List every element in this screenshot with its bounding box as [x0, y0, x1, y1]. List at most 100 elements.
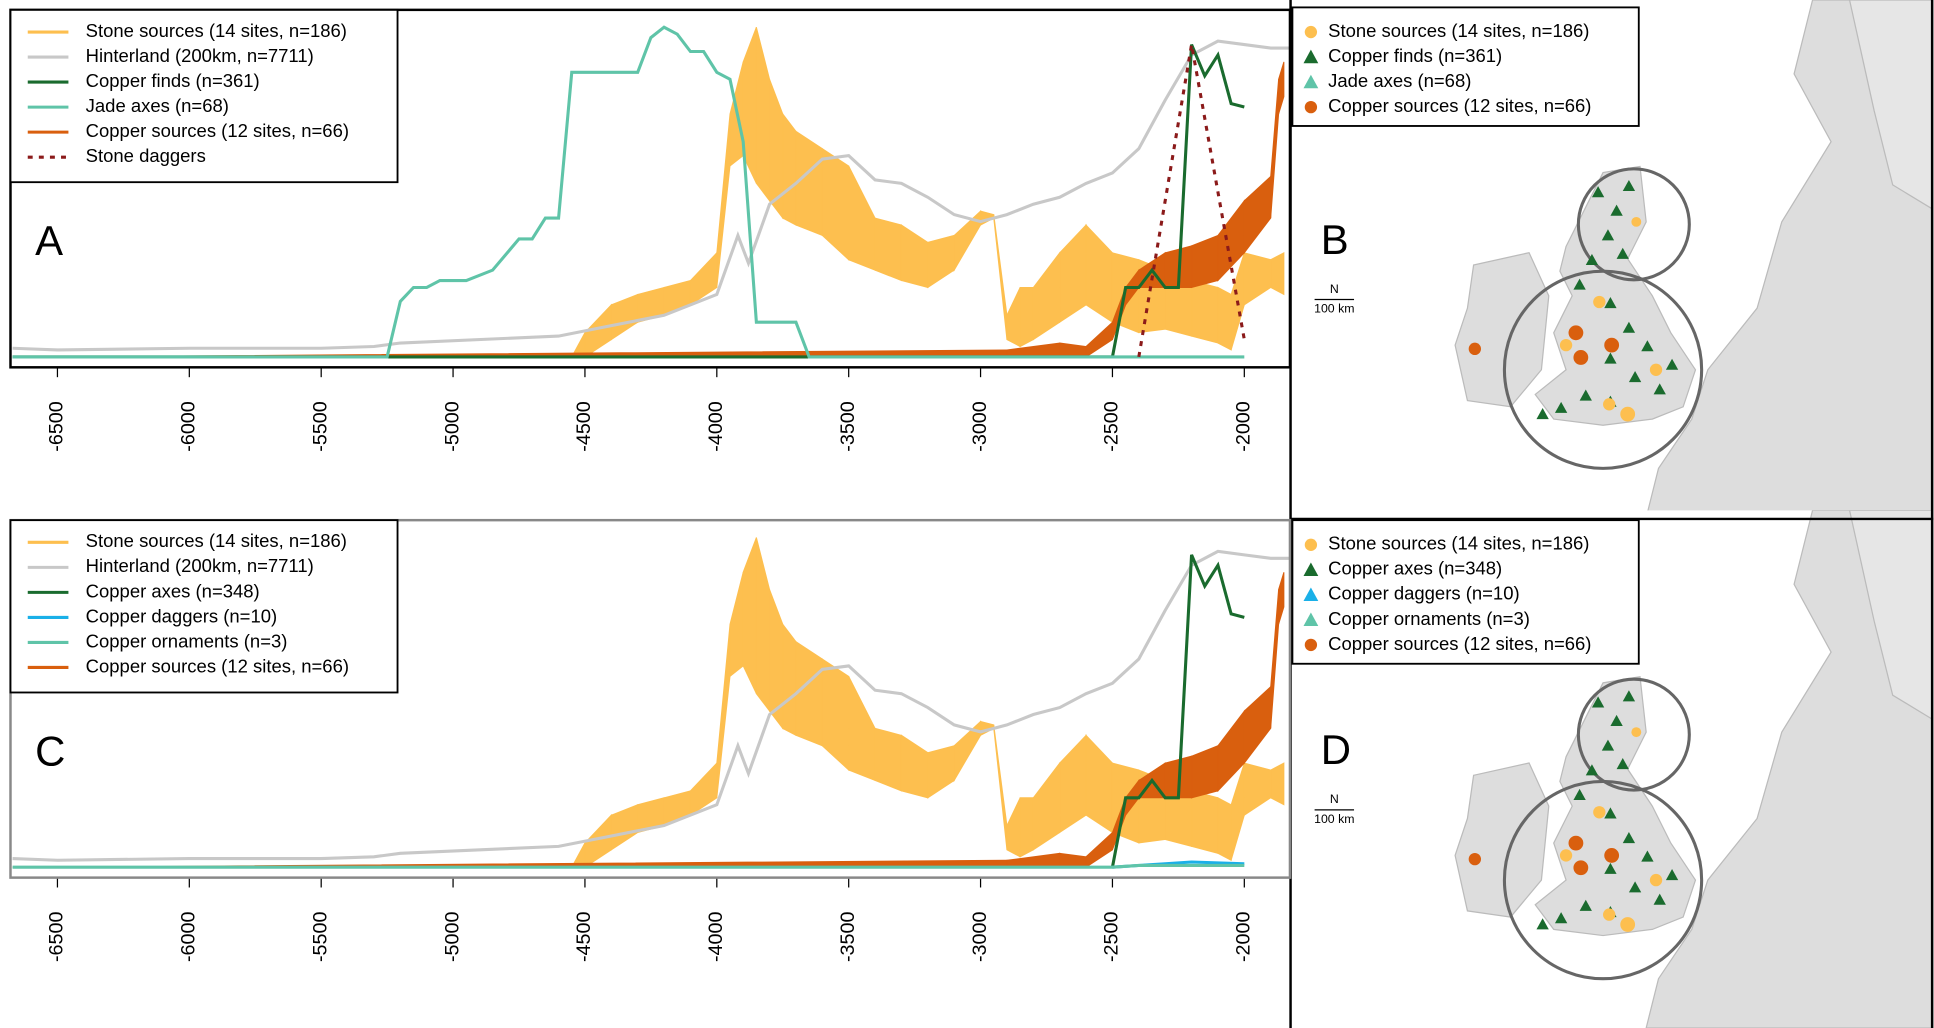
x-tick-label: -2000 — [1233, 912, 1255, 962]
series-line — [12, 549, 1290, 862]
series-line — [12, 25, 1245, 359]
legend-label: Hinterland (200km, n=7711) — [86, 45, 314, 66]
x-tick-label: -4500 — [573, 912, 595, 962]
band-segment — [1243, 175, 1272, 255]
legend-label: Copper sources (12 sites, n=66) — [86, 655, 349, 676]
x-tick-label: -2500 — [1101, 912, 1123, 962]
band-segment — [1059, 734, 1087, 834]
band-segment — [993, 214, 1008, 340]
band-segment — [1085, 223, 1113, 324]
band-segment — [1230, 762, 1245, 861]
legend-label: Jade axes (n=68) — [1328, 70, 1471, 91]
legend-marker — [1304, 638, 1318, 652]
band-segment — [1059, 342, 1087, 358]
band-segment — [1217, 286, 1232, 351]
band-segment — [1032, 251, 1061, 341]
legend-label: Stone sources (14 sites, n=186) — [1328, 533, 1589, 554]
legend-marker — [1304, 25, 1318, 39]
x-tick-label: -6000 — [178, 401, 200, 451]
legend-label: Stone sources (14 sites, n=186) — [1328, 20, 1589, 41]
band-segment — [1085, 321, 1113, 358]
band-segment — [1019, 797, 1034, 858]
plot-frame — [9, 8, 1292, 369]
x-tick-label: -6000 — [178, 912, 200, 962]
band-segment — [1243, 252, 1272, 306]
x-tick-label: -3500 — [837, 401, 859, 451]
band-segment — [755, 537, 771, 713]
legend-marker — [1303, 49, 1319, 64]
legend-box — [1291, 519, 1640, 665]
scale-label: 100 km — [1314, 302, 1354, 316]
legend-label: Stone sources (14 sites, n=186) — [86, 530, 347, 551]
legend-box — [9, 519, 399, 694]
band-segment — [874, 727, 902, 792]
north-arrow: N — [1330, 792, 1339, 806]
band-segment — [1191, 234, 1219, 289]
band-segment — [821, 658, 850, 772]
legend-label: Hinterland (200km, n=7711) — [86, 555, 314, 576]
band-segment — [848, 165, 876, 271]
band-segment — [1270, 762, 1285, 806]
band-segment — [795, 640, 823, 747]
legend-label: Copper daggers (n=10) — [1328, 583, 1519, 604]
legend-marker — [1304, 538, 1318, 551]
legend-label: Copper ornaments (n=3) — [86, 630, 288, 651]
series-line — [12, 863, 1245, 869]
scale-label: 100 km — [1314, 812, 1354, 826]
legend-marker — [1303, 562, 1319, 577]
legend-label: Copper sources (12 sites, n=66) — [86, 120, 349, 141]
series-line — [12, 43, 1245, 359]
band-segment — [1270, 251, 1285, 296]
legend-label: Jade axes (n=68) — [86, 95, 229, 116]
legend-marker — [1304, 100, 1318, 114]
band-segment — [729, 572, 744, 678]
x-tick-label: -3000 — [969, 912, 991, 962]
legend-label: Copper axes (n=348) — [1328, 558, 1502, 579]
legend-marker — [1303, 587, 1319, 602]
band-segment — [927, 234, 955, 289]
x-tick-label: -5000 — [441, 401, 463, 451]
band-segment — [1270, 79, 1280, 219]
charts: -6500 -6000 -5500 -5000 -4500 -4000 -3500 -3000… — [9, 6, 1640, 962]
x-tick-label: -4000 — [705, 401, 727, 451]
x-tick-label: -6500 — [46, 401, 68, 451]
series-line — [12, 39, 1290, 352]
x-tick-label: -5500 — [309, 912, 331, 962]
band-segment — [1243, 762, 1272, 817]
band-segment — [848, 676, 876, 782]
band-segment — [1270, 589, 1280, 729]
legend-label: Copper finds (n=361) — [86, 70, 260, 91]
legend-label: Copper ornaments (n=3) — [1328, 608, 1530, 629]
band-segment — [1085, 734, 1113, 834]
band-segment — [874, 217, 902, 282]
band-segment — [1278, 572, 1285, 625]
plot-frame — [9, 518, 1292, 879]
band-segment — [1191, 279, 1219, 344]
legend-marker — [1303, 74, 1319, 89]
x-tick-label: -2000 — [1233, 401, 1255, 451]
band-segment — [900, 734, 929, 799]
legend-label: Copper sources (12 sites, n=66) — [1328, 95, 1591, 116]
band-segment — [1217, 796, 1232, 862]
legend-label: Copper sources (12 sites, n=66) — [1328, 633, 1591, 654]
band-segment — [1085, 831, 1113, 869]
legend-box — [1291, 6, 1640, 127]
legend-label: Copper axes (n=348) — [86, 580, 260, 601]
x-tick-label: -3000 — [969, 401, 991, 451]
band-segment — [610, 293, 639, 341]
band-segment — [1191, 745, 1219, 799]
band-segment — [1243, 685, 1272, 765]
band-segment — [795, 130, 823, 237]
band-segment — [1059, 223, 1087, 324]
x-tick-label: -3500 — [837, 912, 859, 962]
panel-label: A — [35, 217, 63, 264]
band-segment — [782, 112, 797, 226]
band-segment — [1191, 790, 1219, 854]
band-segment — [993, 724, 1008, 850]
series-line — [1110, 554, 1245, 868]
band-segment — [742, 537, 757, 694]
legend-label: Copper finds (n=361) — [1328, 45, 1502, 66]
band-segment — [1006, 797, 1021, 858]
legend-label: Stone daggers — [86, 145, 206, 166]
